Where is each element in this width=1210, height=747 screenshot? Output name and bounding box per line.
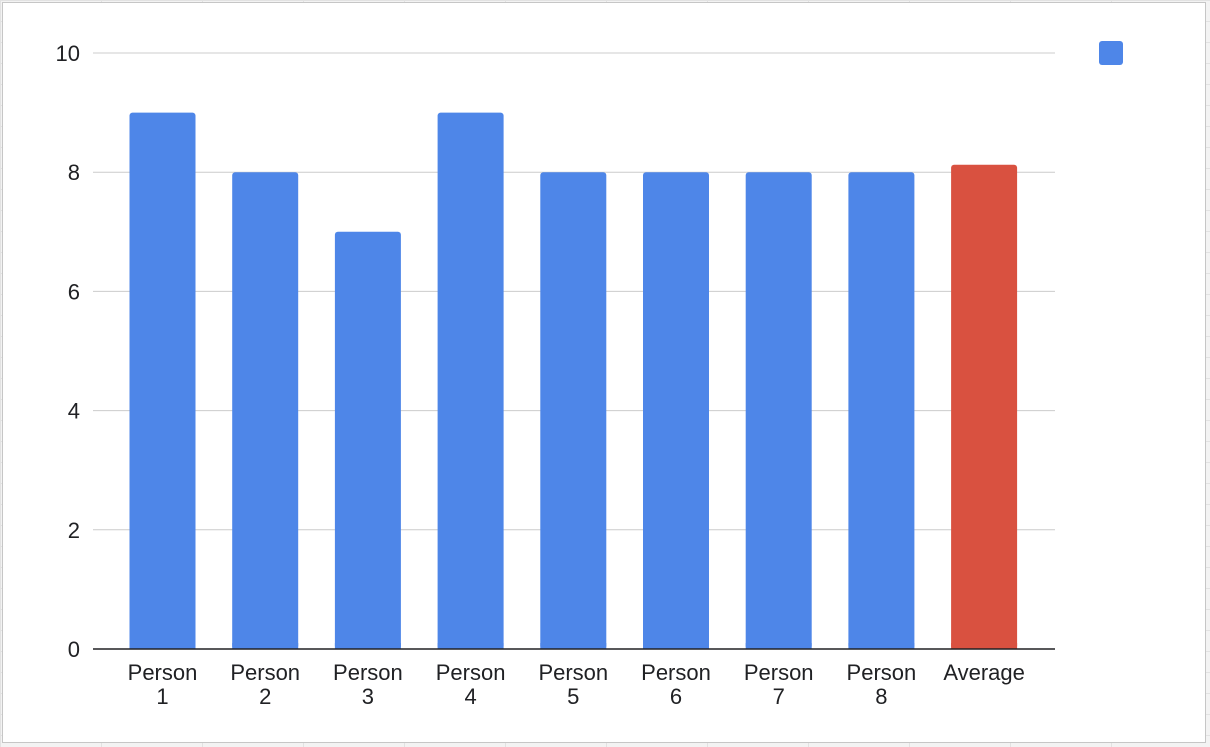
- bar-base: [951, 643, 1018, 649]
- bars: [129, 112, 1018, 650]
- y-tick-label: 8: [68, 160, 80, 185]
- x-tick-label: 2: [259, 684, 271, 709]
- bar-person-5[interactable]: [540, 172, 607, 649]
- x-tick-label: Person: [230, 660, 300, 685]
- bar-base: [334, 643, 401, 649]
- bar-person-8[interactable]: [848, 172, 915, 649]
- x-tick-label: Person: [436, 660, 506, 685]
- y-tick-label: 10: [56, 41, 80, 66]
- bar-base: [745, 643, 812, 649]
- x-tick-label: Person: [641, 660, 711, 685]
- x-tick-label: 1: [156, 684, 168, 709]
- x-tick-label: Person: [847, 660, 917, 685]
- bar-person-4[interactable]: [437, 112, 504, 650]
- bar-base: [848, 643, 915, 649]
- bar-person-3[interactable]: [334, 231, 401, 650]
- x-tick-label: Person: [128, 660, 198, 685]
- x-tick-label: Person: [744, 660, 814, 685]
- y-axis-ticks: 0 2 4 6 8 10: [56, 41, 80, 662]
- x-tick-label: 7: [773, 684, 785, 709]
- legend-swatch[interactable]: [1099, 41, 1123, 65]
- bar-base: [232, 643, 299, 649]
- x-tick-label: 4: [464, 684, 476, 709]
- bar-base: [129, 643, 196, 649]
- bar-base: [643, 643, 709, 649]
- y-tick-label: 2: [68, 518, 80, 543]
- bar-person-6[interactable]: [643, 172, 709, 649]
- bar-base: [540, 643, 607, 649]
- y-tick-label: 6: [68, 279, 80, 304]
- bar-average[interactable]: [951, 164, 1018, 649]
- x-tick-label: 3: [362, 684, 374, 709]
- bar-person-1[interactable]: [129, 112, 196, 650]
- y-tick-label: 4: [68, 399, 80, 424]
- bar-base: [437, 643, 504, 649]
- bar-person-7[interactable]: [745, 172, 812, 649]
- x-tick-label: 6: [670, 684, 682, 709]
- y-tick-label: 0: [68, 637, 80, 662]
- x-axis-ticks: Person1Person2Person3Person4Person5Perso…: [128, 660, 1025, 709]
- x-tick-label: Average: [943, 660, 1025, 685]
- bar-person-2[interactable]: [232, 172, 299, 649]
- x-tick-label: Person: [333, 660, 403, 685]
- x-tick-label: 8: [875, 684, 887, 709]
- x-tick-label: Person: [538, 660, 608, 685]
- x-tick-label: 5: [567, 684, 579, 709]
